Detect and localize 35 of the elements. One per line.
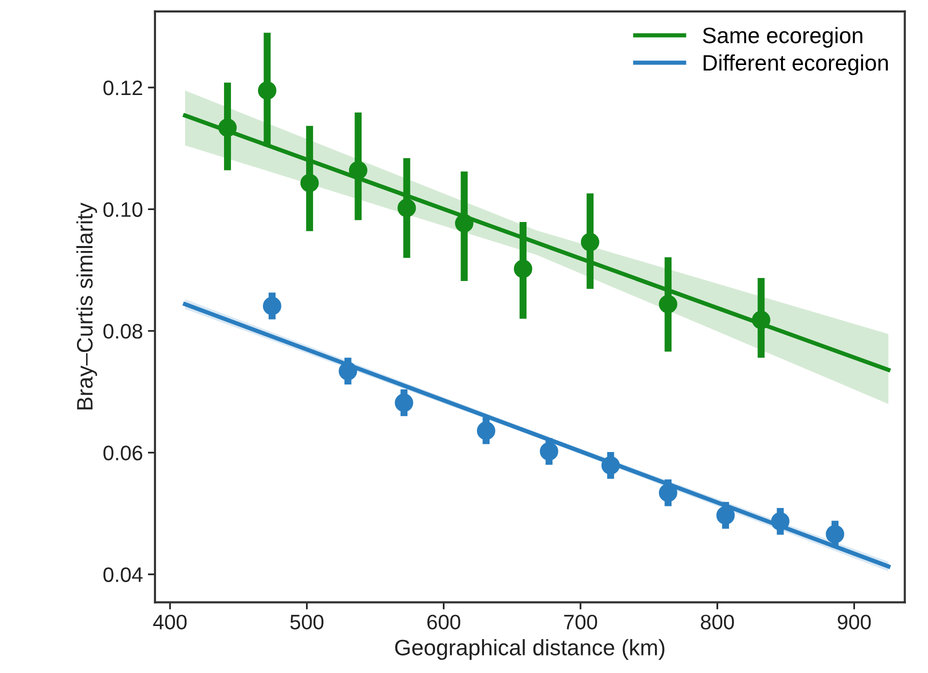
point — [716, 506, 735, 525]
point — [601, 456, 620, 475]
x-tick-label: 900 — [838, 614, 871, 630]
point — [514, 260, 532, 278]
point — [338, 362, 358, 380]
point — [752, 310, 770, 330]
legend-label: Same ecoregion — [702, 26, 862, 48]
y-tick-label: 0.12 — [103, 80, 142, 96]
point — [826, 524, 844, 544]
point — [348, 161, 368, 180]
y-tick-label: 0.08 — [103, 324, 142, 339]
point — [218, 118, 237, 137]
point — [455, 214, 474, 232]
x-axis-title: Geographical distance (km) — [395, 639, 664, 660]
y-axis-title: Bray–Curtis similarity — [76, 202, 98, 410]
x-tick-label: 400 — [153, 614, 187, 630]
point — [658, 484, 678, 502]
point — [580, 232, 600, 252]
point — [258, 81, 276, 100]
x-tick-label: 500 — [290, 614, 324, 630]
point — [300, 174, 319, 192]
point — [476, 422, 496, 440]
point — [262, 296, 282, 316]
point — [658, 294, 678, 314]
x-tick-label: 800 — [700, 614, 734, 630]
y-tick-label: 0.10 — [103, 202, 142, 217]
y-tick-label: 0.06 — [103, 446, 142, 460]
point — [771, 512, 790, 531]
y-tick-label: 0.04 — [103, 567, 143, 582]
x-tick-label: 600 — [427, 614, 460, 630]
point — [394, 394, 414, 412]
point — [540, 442, 558, 461]
x-tick-label: 700 — [564, 614, 598, 630]
point — [398, 198, 416, 218]
legend-label: Different ecoregion — [704, 54, 888, 76]
